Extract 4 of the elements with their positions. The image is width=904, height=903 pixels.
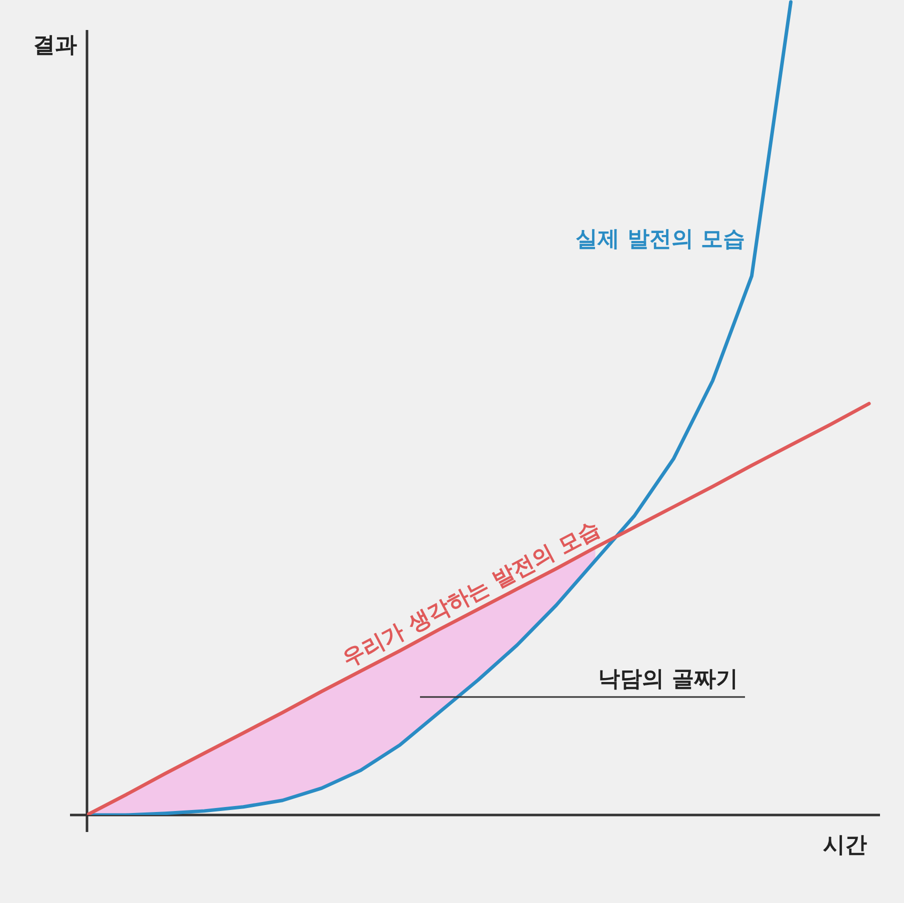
- y-axis-title: 결과: [33, 33, 77, 58]
- annotation: 낙담의 골짜기: [598, 667, 738, 692]
- x-axis-title: 시간: [823, 833, 867, 858]
- series-label: 실제 발전의 모습: [576, 227, 745, 252]
